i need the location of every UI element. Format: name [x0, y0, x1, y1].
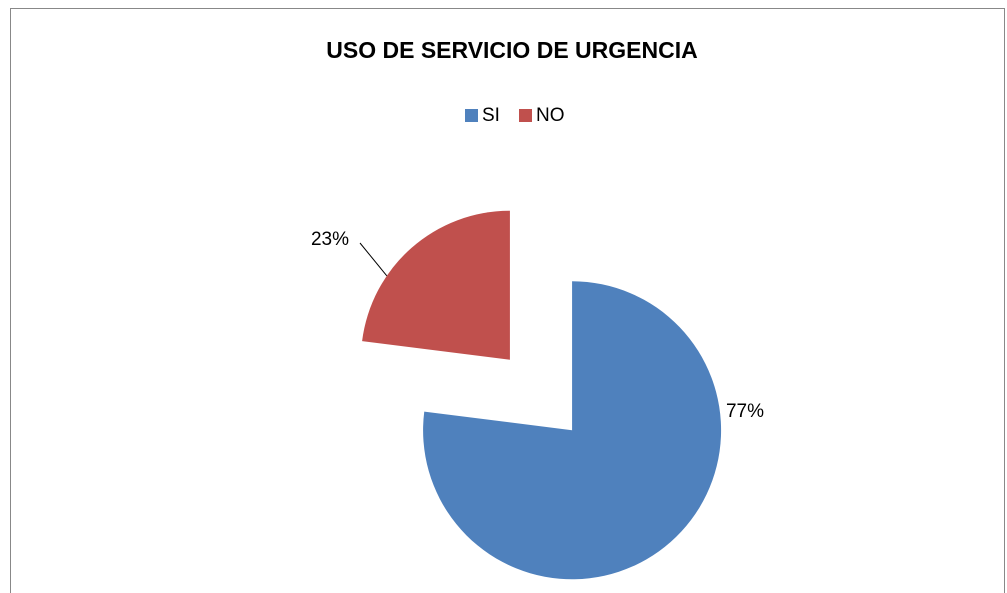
legend-swatch [465, 109, 478, 122]
legend-swatch [519, 109, 532, 122]
pie-slice [362, 210, 510, 360]
leader-line [359, 242, 388, 277]
pie-slice [423, 281, 722, 580]
legend-label: SI [482, 105, 500, 126]
data-label: 77% [726, 401, 764, 422]
chart-title: USO DE SERVICIO DE URGENCIA [326, 37, 697, 63]
legend-label: NO [536, 105, 565, 126]
data-label: 23% [311, 229, 349, 250]
